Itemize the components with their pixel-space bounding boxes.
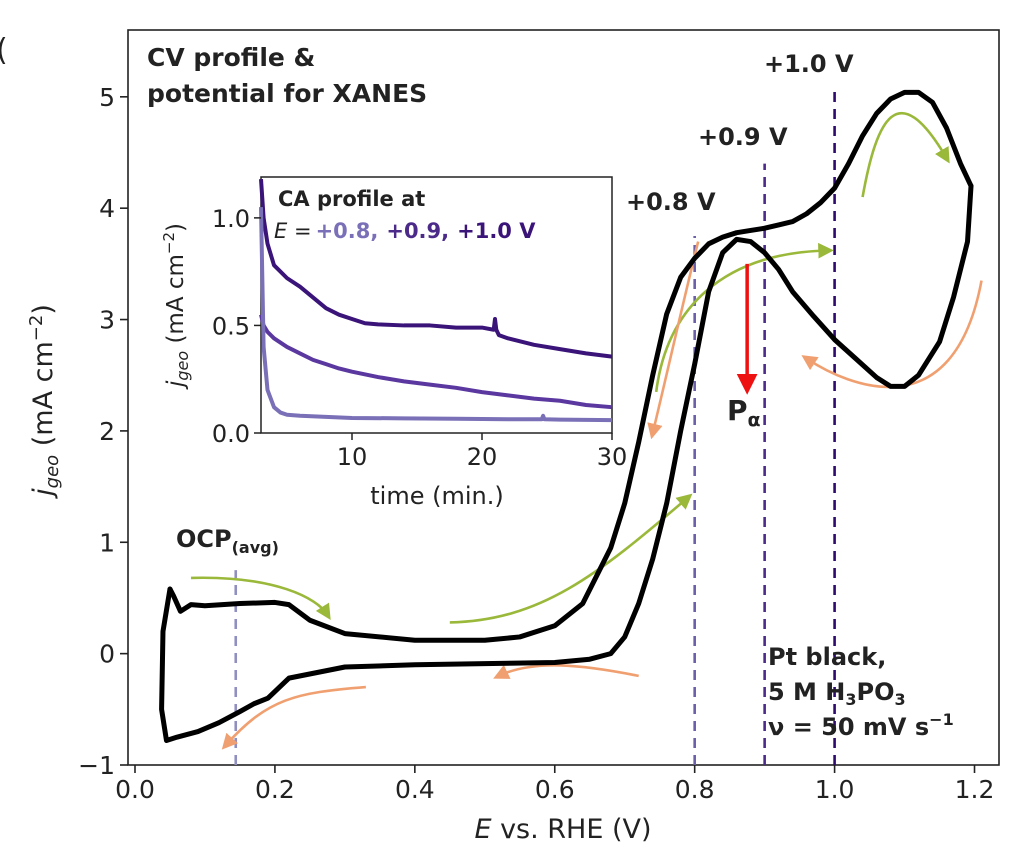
cv-series: [159, 89, 974, 743]
conditions-line-2: 5 M H3PO3: [768, 678, 906, 709]
inset-title-v3: +1.0 V: [457, 219, 536, 243]
main-xlabel-italic: E: [474, 814, 491, 845]
inset-title-v1: +0.8,: [316, 219, 379, 243]
main-plot-area: [127, 29, 1000, 766]
main-title-line-2: potential for XANES: [147, 79, 427, 108]
cond2-mid: PO: [857, 678, 895, 706]
p-alpha-sub: α: [748, 409, 761, 431]
ocp-label: OCP(avg): [176, 525, 279, 557]
cond3-prefix: ν = 50 mV s: [768, 713, 929, 741]
cond2-sub2: 3: [895, 690, 906, 709]
main-title-line-1: CV profile &: [147, 43, 315, 72]
inset-ylabel-exp: −2: [160, 232, 178, 254]
main-ytick-label-1: −1: [78, 751, 115, 780]
cond3-exp: −1: [929, 710, 954, 729]
sweep-arrow-2: [449, 493, 693, 624]
inset-title-line-1: CA profile at: [278, 187, 425, 211]
sweep-arrow-1: [190, 576, 331, 620]
series-cv-anodic-sweep: [167, 89, 974, 643]
inset-plot-area: [260, 176, 613, 434]
inset-ylabel-sub: geo: [173, 351, 192, 381]
inset-ylabel-main: j: [163, 380, 189, 390]
sweep-arrow-4: [861, 111, 950, 198]
marker-label-1-0v: +1.0 V: [764, 50, 854, 78]
main-xtick-label-0-2: 0.2: [255, 775, 295, 804]
marker-label-0-9v: +0.9 V: [698, 123, 788, 151]
ca-series-0-9-v: [259, 314, 613, 410]
ocp-label-main: OCP: [176, 525, 232, 553]
main-ylabel-main: j: [28, 488, 59, 500]
main-xlabel: E vs. RHE (V): [474, 814, 651, 845]
ca-series: [259, 179, 613, 423]
p-alpha-label: Pα: [727, 394, 761, 431]
main-ytick-label-2: 0: [99, 640, 115, 669]
main-xtick-label-0-4: 0.4: [395, 775, 435, 804]
main-axis-ticks: 0.0 0.2 0.4 0.6 0.8 1.0 1.2 −1 0 1 2 3 4 5: [78, 83, 994, 804]
main-ylabel-sub: geo: [42, 455, 63, 489]
ocp-label-sub: (avg): [232, 538, 279, 557]
inset-ytick-label-3: 1.0: [212, 205, 250, 233]
p-alpha-main: P: [727, 394, 748, 427]
inset-xtick-label-30: 30: [597, 443, 628, 471]
inset-ylabel-unit: (mA cm: [163, 254, 189, 351]
inset-ylabel: jgeo (mA cm−2): [160, 223, 192, 390]
main-ytick-label-4: 2: [99, 417, 115, 446]
main-ylabel-exp: −2: [26, 315, 47, 342]
main-ytick-label-7: 5: [99, 83, 115, 112]
inset-ytick-label-1: 0.0: [212, 420, 250, 448]
inset-title-eq: =: [287, 219, 311, 243]
inset-xtick-label-10: 10: [337, 443, 368, 471]
main-ytick-label-3: 1: [99, 528, 115, 557]
ca-series-0-8-v: [259, 207, 613, 423]
inset-ylabel-close: ): [163, 223, 189, 232]
inset-title-e: E: [274, 219, 288, 243]
series-cv-cathodic-sweep: [159, 183, 974, 743]
inset-title-v2: +0.9,: [386, 219, 449, 243]
main-ylabel: jgeo (mA cm−2): [26, 304, 63, 500]
main-xtick-label-0-8: 0.8: [675, 775, 715, 804]
main-xtick-label-1-2: 1.2: [955, 775, 995, 804]
ca-series-1-0-v: [259, 179, 613, 359]
inset-xtick-label-20: 20: [467, 443, 498, 471]
panel-letter: (: [0, 33, 8, 68]
main-ytick-label-6: 4: [99, 194, 115, 223]
main-xlabel-rest: vs. RHE (V): [492, 814, 652, 845]
conditions-line-1: Pt black,: [768, 643, 886, 671]
inset-title-line-2: E = +0.8, +0.9, +1.0 V: [274, 219, 536, 243]
main-xtick-label-0-6: 0.6: [535, 775, 575, 804]
main-ytick-label-5: 3: [99, 306, 115, 335]
main-ylabel-unit: (mA cm: [28, 341, 59, 455]
marker-label-0-8v: +0.8 V: [626, 188, 716, 216]
inset-ytick-label-2: 0.5: [212, 312, 250, 340]
cond2-prefix: 5 M H: [768, 678, 845, 706]
main-ylabel-close: ): [28, 304, 59, 315]
conditions-line-3: ν = 50 mV s−1: [768, 710, 954, 741]
main-xtick-label-0-0: 0.0: [115, 775, 155, 804]
sweep-arrow-7: [493, 664, 639, 679]
sweep-arrow-8: [221, 685, 366, 750]
inset-axis-ticks: 10 20 30 0.0 0.5 1.0: [212, 205, 627, 471]
main-xtick-label-1-0: 1.0: [815, 775, 855, 804]
cond2-sub1: 3: [845, 690, 856, 709]
inset-xlabel: time (min.): [370, 482, 503, 510]
